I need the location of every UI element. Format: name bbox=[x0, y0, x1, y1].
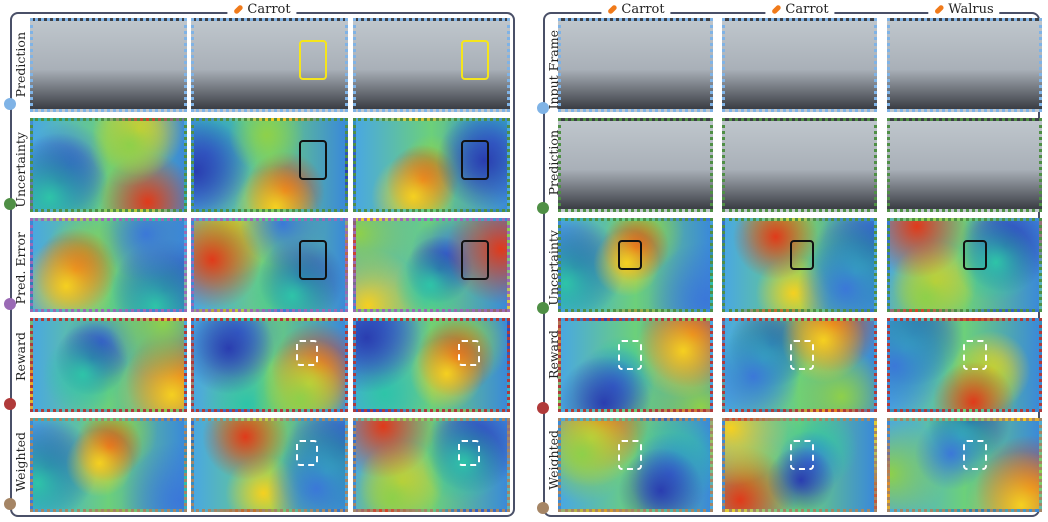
row-marker bbox=[537, 402, 549, 414]
row-label: Weighted bbox=[13, 428, 28, 496]
row-marker bbox=[4, 398, 16, 410]
heatmap-tile bbox=[30, 318, 187, 412]
image-tile bbox=[558, 18, 713, 112]
heatmap-tile bbox=[30, 418, 187, 512]
row-marker bbox=[4, 98, 16, 110]
highlight-box bbox=[299, 140, 327, 180]
column-header: Carrot bbox=[765, 2, 834, 17]
highlight-box bbox=[296, 440, 318, 466]
highlight-box bbox=[299, 40, 327, 80]
row-marker bbox=[537, 202, 549, 214]
row-label: Reward bbox=[13, 328, 28, 385]
row-marker bbox=[4, 298, 16, 310]
highlight-box bbox=[790, 340, 814, 370]
heatmap-tile bbox=[30, 218, 187, 312]
heatmap-tile bbox=[353, 418, 510, 512]
highlight-box bbox=[618, 240, 642, 270]
heatmap-tile bbox=[353, 318, 510, 412]
image-tile bbox=[887, 118, 1042, 212]
highlight-box bbox=[296, 340, 318, 366]
highlight-box bbox=[299, 240, 327, 280]
highlight-box bbox=[963, 440, 987, 470]
highlight-box bbox=[618, 440, 642, 470]
image-tile bbox=[558, 118, 713, 212]
row-marker bbox=[4, 498, 16, 510]
highlight-box bbox=[458, 440, 480, 466]
column-header: Walrus bbox=[928, 2, 999, 17]
column-header: Carrot bbox=[227, 2, 296, 17]
highlight-box bbox=[963, 340, 987, 370]
highlight-box bbox=[458, 340, 480, 366]
heatmap-tile bbox=[191, 318, 348, 412]
row-label: Pred. Error bbox=[13, 228, 28, 308]
row-label: Uncertainty bbox=[13, 128, 28, 212]
figure: (() => { const data = JSON.parse(documen… bbox=[0, 0, 1048, 522]
row-marker bbox=[537, 502, 549, 514]
heatmap-tile bbox=[30, 118, 187, 212]
heatmap-tile bbox=[191, 418, 348, 512]
highlight-box bbox=[790, 440, 814, 470]
column-header: Carrot bbox=[601, 2, 670, 17]
image-tile bbox=[887, 18, 1042, 112]
highlight-box bbox=[461, 40, 489, 80]
row-label: Prediction bbox=[13, 28, 28, 101]
row-marker bbox=[537, 102, 549, 114]
row-marker bbox=[537, 302, 549, 314]
image-tile bbox=[30, 18, 187, 112]
highlight-box bbox=[790, 240, 814, 270]
image-tile bbox=[722, 18, 877, 112]
highlight-box bbox=[618, 340, 642, 370]
highlight-box bbox=[461, 240, 489, 280]
image-tile bbox=[722, 118, 877, 212]
highlight-box bbox=[963, 240, 987, 270]
highlight-box bbox=[461, 140, 489, 180]
row-marker bbox=[4, 198, 16, 210]
